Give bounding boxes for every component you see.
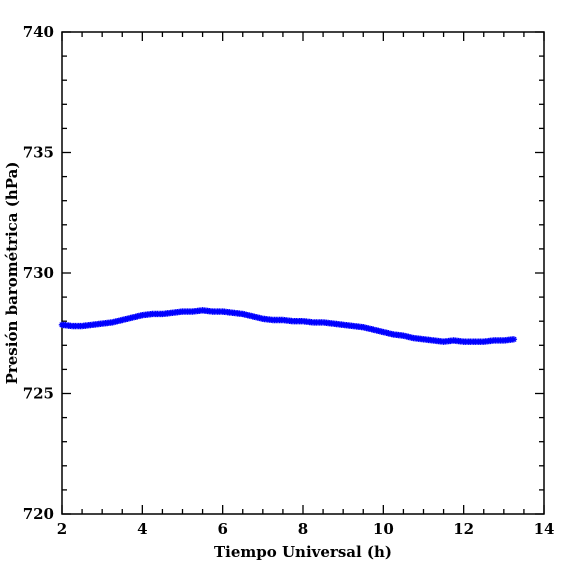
x-tick-label: 10 (373, 520, 394, 538)
x-tick-label: 2 (57, 520, 67, 538)
tick-labels: 2 4 6 8 10 12 14 720 725 730 735 740 (23, 23, 555, 538)
x-tick-label: 6 (217, 520, 227, 538)
axis-ticks (61, 31, 545, 515)
x-axis-title: Tiempo Universal (h) (214, 543, 392, 561)
y-tick-label: 725 (23, 385, 54, 403)
data-point (510, 336, 518, 343)
x-tick-label: 4 (137, 520, 147, 538)
plot-frame (61, 31, 545, 515)
y-tick-label: 735 (23, 144, 54, 162)
y-tick-label: 720 (23, 505, 54, 523)
x-tick-label: 12 (453, 520, 474, 538)
y-tick-label: 740 (23, 23, 54, 41)
y-axis-title: Presión barométrica (hPa) (3, 162, 21, 385)
y-tick-label: 730 (23, 264, 54, 282)
data-points (58, 307, 518, 345)
x-tick-label: 14 (534, 520, 555, 538)
x-tick-label: 8 (298, 520, 308, 538)
